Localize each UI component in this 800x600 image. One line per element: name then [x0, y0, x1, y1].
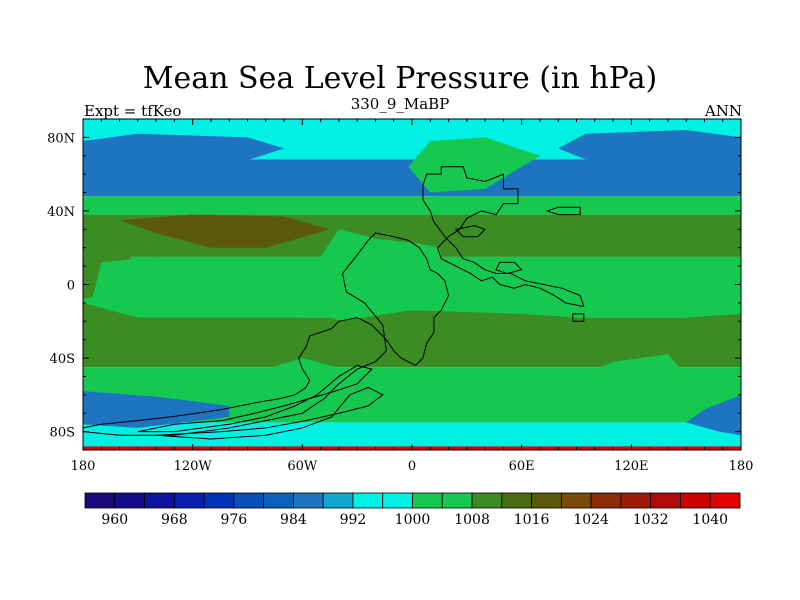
coastline-4 — [454, 225, 487, 238]
colorbar-swatch — [412, 492, 443, 509]
colorbar-swatch — [560, 492, 592, 509]
colorbar-swatch — [650, 492, 681, 509]
colorbar-swatch — [173, 492, 205, 509]
colorbar-swatch — [322, 492, 354, 509]
colorbar-swatch — [680, 492, 711, 509]
y-tick-label: 80N — [47, 131, 75, 146]
subtropical-high — [119, 214, 330, 248]
y-tick-label: 80S — [50, 426, 75, 441]
colorbar-swatch — [263, 492, 294, 509]
colorbar-label: 960 — [101, 512, 128, 528]
pressure-band-2 — [83, 196, 741, 215]
chart-subtitle: 330_9_MaBP — [350, 95, 450, 113]
season-label: ANN — [704, 102, 742, 120]
low-south-east — [686, 394, 741, 436]
y-tick-label: 40N — [47, 205, 75, 220]
colorbar-swatch — [203, 492, 235, 509]
equatorial-green — [83, 302, 741, 349]
high-north-east — [558, 130, 741, 171]
x-tick-label: 120E — [614, 459, 648, 474]
coastline-2 — [137, 364, 373, 433]
colorbar-label: 968 — [161, 512, 188, 528]
coastline-5 — [545, 206, 581, 216]
tropical-cyan-east — [448, 262, 741, 307]
colorbar-swatch — [501, 492, 532, 509]
x-tick-label: 60W — [287, 459, 318, 474]
x-tick-label: 60E — [509, 459, 535, 474]
tropical-cyan-north — [92, 256, 266, 303]
colorbar-label: 1016 — [514, 512, 550, 528]
southern-land-low — [192, 354, 696, 417]
experiment-label: Expt = tfKeo — [84, 102, 182, 120]
colorbar: 960 968 976 984 992 1000 1008 1016 1024 1032 1040 — [84, 492, 741, 528]
colorbar-swatch — [441, 492, 473, 509]
continent-outline — [83, 166, 585, 440]
coastline-0 — [422, 166, 585, 308]
high-north-pacific — [83, 133, 285, 167]
colorbar-swatch — [84, 492, 116, 509]
x-tick-label: 120W — [174, 459, 213, 474]
colorbar-swatch — [531, 492, 562, 509]
colorbar-swatch — [293, 492, 324, 509]
colorbar-label: 1040 — [692, 512, 728, 528]
coastline-6 — [572, 313, 585, 322]
colorbar-label: 992 — [340, 512, 367, 528]
colorbar-label: 1024 — [573, 512, 609, 528]
chart-title: Mean Sea Level Pressure (in hPa) — [142, 61, 658, 96]
colorbar-swatch — [114, 492, 145, 509]
colorbar-swatch — [352, 492, 384, 509]
y-tick-label: 0 — [67, 279, 75, 294]
colorbar-swatch — [590, 492, 622, 509]
coastline-7 — [495, 261, 523, 274]
colorbar-swatch — [709, 492, 741, 509]
colorbar-swatch — [233, 492, 265, 509]
coastline-1 — [83, 232, 450, 436]
low-south-west — [83, 391, 230, 428]
colorbar-label: 984 — [280, 512, 307, 528]
x-tick-label: 0 — [408, 459, 416, 474]
map-axes: 180 120W 60W 0 60E 120E 180 80N 40N 0 40S 80S — [47, 119, 753, 474]
pressure-field — [83, 119, 741, 450]
colorbar-label: 1032 — [633, 512, 669, 528]
x-tick-label: 180 — [71, 459, 96, 474]
colorbar-swatch — [620, 492, 652, 509]
colorbar-label: 976 — [220, 512, 247, 528]
colorbar-swatch — [382, 492, 413, 509]
y-tick-label: 40S — [50, 352, 75, 367]
x-tick-label: 180 — [729, 459, 754, 474]
colorbar-label: 1008 — [454, 512, 490, 528]
colorbar-swatch — [471, 492, 503, 509]
continent-land-low — [311, 229, 449, 331]
colorbar-swatch — [144, 492, 175, 509]
colorbar-label: 1000 — [395, 512, 431, 528]
low-northern-plateau — [408, 137, 540, 193]
coastline-3 — [156, 386, 384, 440]
